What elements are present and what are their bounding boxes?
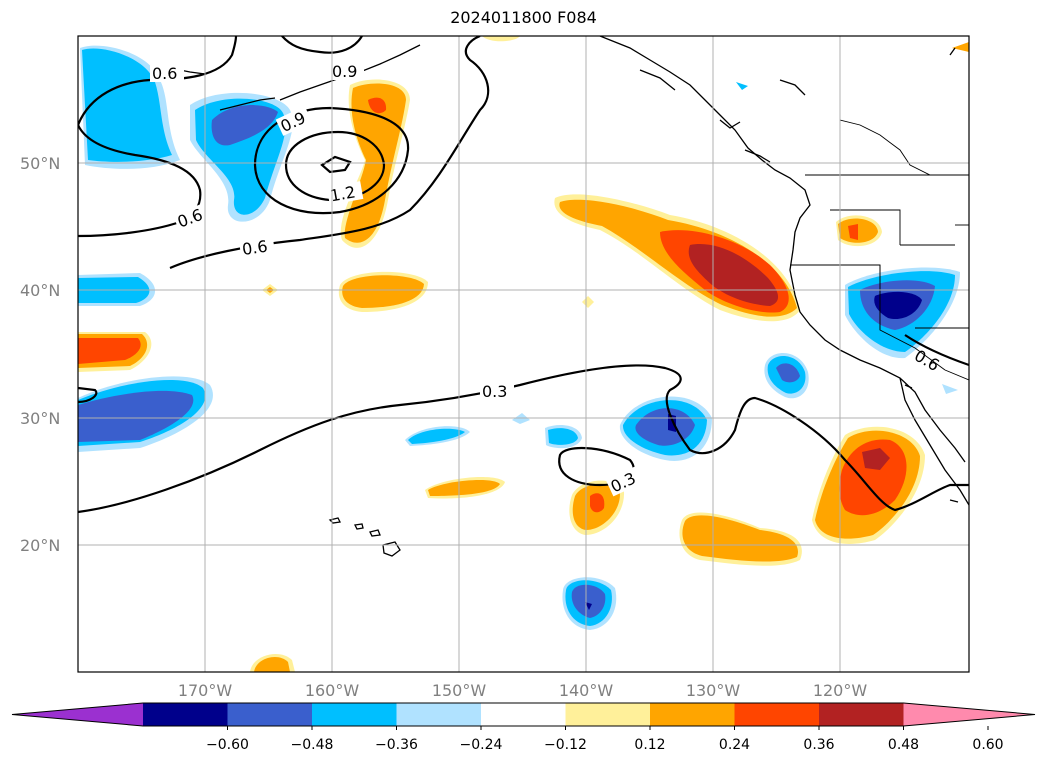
contour-label: 0.6 — [241, 237, 269, 259]
colorbar-tick-label: −0.24 — [460, 737, 503, 753]
colorbar: −0.60 −0.48 −0.36 −0.24 −0.12 0.12 0.24 0.36 0.4… — [11, 702, 1036, 753]
colorbar-segment — [312, 703, 397, 726]
colorbar-outline — [11, 702, 1036, 727]
colorbar-tick-label: −0.36 — [375, 737, 418, 753]
colorbar-tick-label: −0.12 — [544, 737, 587, 753]
lat-label: 40°N — [20, 281, 60, 300]
colorbar-segment — [143, 703, 228, 726]
contour-label-group: 0.6 0.9 0.9 1.2 0.6 0.6 0.3 0.3 0.6 — [150, 62, 943, 496]
colorbar-tick-label: 0.12 — [634, 737, 665, 753]
colorbar-segment — [396, 703, 482, 726]
colorbar-extend-low — [12, 703, 143, 726]
lon-label: 130°W — [686, 681, 741, 700]
political-borders — [790, 36, 969, 381]
lat-label: 20°N — [20, 536, 60, 555]
colorbar-segment — [819, 703, 904, 726]
contour-label: 0.3 — [482, 382, 507, 401]
colorbar-tick-label: −0.60 — [206, 737, 249, 753]
lat-label: 30°N — [20, 409, 60, 428]
lon-label: 160°W — [305, 681, 360, 700]
lon-label: 150°W — [432, 681, 487, 700]
colorbar-tick-label: −0.48 — [291, 737, 334, 753]
contour-label: 0.9 — [332, 62, 357, 81]
map-title: 2024011800 F084 — [450, 8, 597, 27]
lat-label: 50°N — [20, 154, 60, 173]
colorbar-segment — [734, 703, 820, 726]
lon-label: 170°W — [178, 681, 233, 700]
longitude-labels: 170°W 160°W 150°W 140°W 130°W 120°W — [178, 681, 868, 700]
colorbar-tick-label: 0.24 — [719, 737, 750, 753]
plot-frame — [77, 35, 970, 673]
lon-label: 140°W — [559, 681, 614, 700]
colorbar-tick-label: 0.48 — [888, 737, 919, 753]
latitude-labels: 50°N 40°N 30°N 20°N — [20, 154, 60, 555]
colorbar-segment — [227, 703, 313, 726]
colorbar-segment — [650, 703, 735, 726]
colorbar-extend-high — [903, 703, 1035, 726]
map-plot-area: 0.6 0.9 0.9 1.2 0.6 0.6 0.3 0.3 0.6 — [78, 36, 969, 672]
colorbar-tick-label: 0.36 — [803, 737, 834, 753]
colorbar-segment — [565, 703, 651, 726]
contour-label: 1.2 — [329, 182, 357, 205]
lon-label: 120°W — [813, 681, 868, 700]
gridlines — [78, 36, 969, 672]
colorbar-segment — [481, 703, 566, 726]
contour-label: 0.6 — [152, 64, 177, 83]
colorbar-tick-label: 0.60 — [972, 737, 1003, 753]
